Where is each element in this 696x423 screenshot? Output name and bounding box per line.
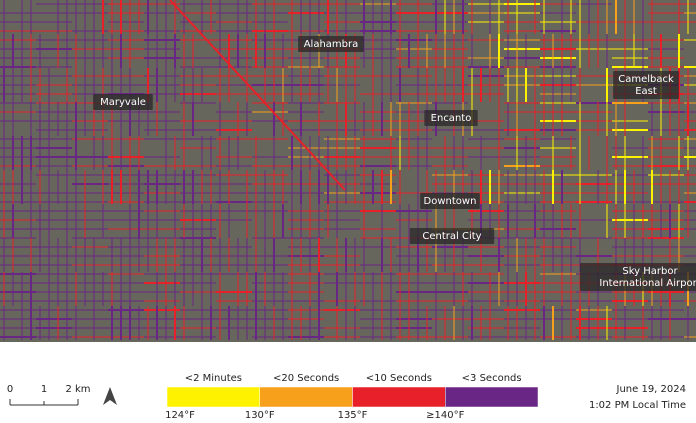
legend-panel bbox=[0, 342, 696, 423]
temperature-label: 124°F bbox=[165, 410, 195, 421]
place-label: Central City bbox=[422, 231, 481, 242]
legend: <2 Minutes <20 Seconds <10 Seconds <3 Secon… bbox=[165, 373, 539, 421]
legend-swatch bbox=[166, 386, 260, 408]
place-label: Maryvale bbox=[100, 97, 146, 108]
diagonal-road bbox=[169, 0, 346, 191]
scale-label: 1 bbox=[41, 384, 47, 395]
place-label-box bbox=[424, 110, 478, 126]
place-label-box bbox=[298, 36, 364, 52]
north-arrow bbox=[103, 387, 117, 405]
place-label-box bbox=[613, 71, 679, 99]
place-label-box bbox=[409, 228, 495, 244]
legend-swatch bbox=[352, 386, 446, 408]
time-label: 1:02 PM Local Time bbox=[589, 400, 686, 411]
place-label: Alahambra bbox=[304, 39, 359, 50]
place-label: Downtown bbox=[424, 196, 477, 207]
place-label: Sky Harbor bbox=[622, 266, 678, 277]
legend-label: <10 Seconds bbox=[366, 373, 432, 384]
place-label: International Airport bbox=[599, 278, 696, 289]
temperature-label: 135°F bbox=[338, 410, 368, 421]
temperature-label: ≥140°F bbox=[426, 410, 464, 421]
legend-swatch bbox=[445, 386, 539, 408]
legend-swatch bbox=[259, 386, 353, 408]
place-label: Encanto bbox=[431, 113, 472, 124]
place-label: East bbox=[635, 86, 657, 97]
place-label: Camelback bbox=[618, 74, 674, 85]
place-label-box bbox=[93, 94, 153, 110]
place-label-box bbox=[420, 193, 480, 209]
place-label-box bbox=[579, 263, 696, 291]
scale-label: 2 km bbox=[65, 384, 90, 395]
legend-label: <3 Seconds bbox=[462, 373, 522, 384]
legend-label: <2 Minutes bbox=[185, 373, 242, 384]
temperature-label: 130°F bbox=[245, 410, 275, 421]
legend-label: <20 Seconds bbox=[273, 373, 339, 384]
date-label: June 19, 2024 bbox=[616, 384, 687, 395]
scale-label: 0 bbox=[7, 384, 13, 395]
